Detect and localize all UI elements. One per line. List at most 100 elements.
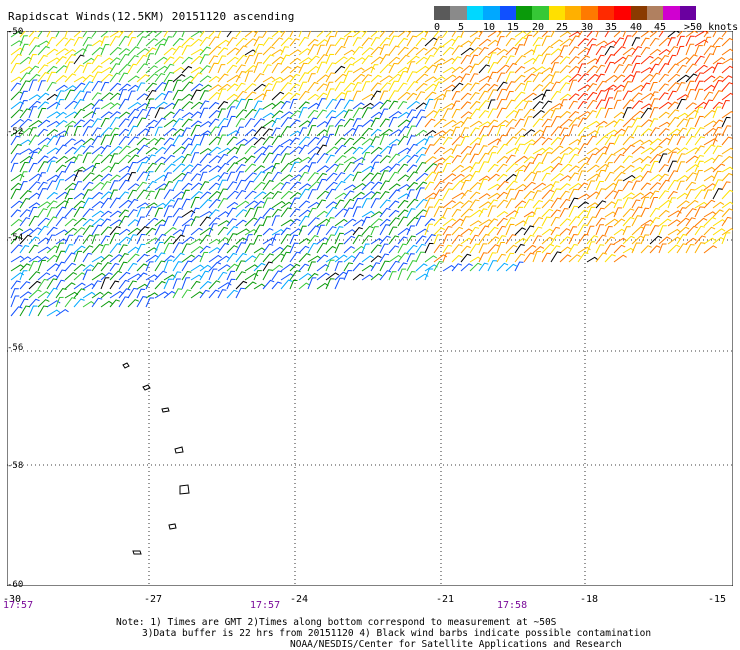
wind-barb bbox=[451, 100, 461, 110]
wind-barb bbox=[622, 107, 632, 119]
wind-barb bbox=[361, 235, 373, 245]
wind-barb bbox=[262, 89, 271, 101]
wind-barb bbox=[145, 227, 157, 236]
wind-barb bbox=[289, 49, 302, 56]
wind-barb bbox=[532, 109, 545, 119]
wind-barb bbox=[145, 31, 157, 38]
wind-barb bbox=[28, 100, 41, 110]
wind-barb bbox=[478, 125, 489, 137]
wind-barb bbox=[649, 145, 663, 155]
wind-barb bbox=[478, 83, 491, 92]
wind-barb bbox=[118, 154, 131, 164]
wind-barb bbox=[298, 215, 310, 227]
wind-barb bbox=[343, 262, 353, 272]
wind-barb bbox=[532, 72, 544, 83]
wind-barb bbox=[217, 226, 228, 236]
wind-barb bbox=[145, 38, 158, 47]
wind-barb bbox=[64, 207, 77, 218]
wind-barb bbox=[469, 31, 483, 38]
wind-barb bbox=[505, 198, 516, 209]
wind-barb bbox=[82, 44, 92, 56]
wind-barb bbox=[64, 61, 74, 74]
wind-barb bbox=[478, 233, 490, 245]
wind-barb bbox=[163, 205, 173, 218]
wind-barb bbox=[640, 224, 650, 236]
wind-barb bbox=[460, 153, 472, 164]
wind-barb bbox=[145, 98, 155, 110]
wind-barb bbox=[604, 97, 614, 110]
wind-barb bbox=[55, 31, 60, 38]
wind-barb bbox=[145, 82, 157, 92]
wind-barb bbox=[379, 165, 392, 173]
wind-barb bbox=[244, 163, 256, 173]
wind-barb bbox=[172, 99, 183, 110]
wind-barb bbox=[19, 217, 31, 227]
wind-barb bbox=[109, 180, 119, 191]
wind-barb bbox=[190, 124, 201, 137]
wind-barb bbox=[595, 54, 605, 65]
wind-barb bbox=[370, 181, 383, 191]
wind-barb bbox=[289, 31, 294, 38]
wind-barb bbox=[253, 137, 266, 146]
wind-barb bbox=[28, 206, 38, 218]
wind-barb bbox=[226, 181, 238, 191]
wind-barb bbox=[46, 111, 61, 119]
wind-barb bbox=[631, 139, 644, 146]
wind-barb bbox=[397, 70, 408, 83]
wind-barb bbox=[73, 200, 86, 209]
wind-barb bbox=[181, 65, 193, 74]
wind-barb bbox=[316, 92, 328, 101]
wind-barb bbox=[631, 117, 642, 128]
wind-barb bbox=[514, 91, 526, 101]
wind-barb bbox=[442, 74, 457, 83]
wind-barb bbox=[307, 44, 318, 56]
wind-barb bbox=[676, 82, 686, 92]
wind-barb bbox=[496, 72, 506, 83]
wind-barb bbox=[388, 171, 399, 182]
wind-barb bbox=[82, 36, 93, 47]
wind-barb bbox=[559, 218, 571, 227]
wind-barb bbox=[28, 271, 41, 281]
wind-barb bbox=[496, 36, 505, 47]
wind-barb bbox=[208, 289, 220, 299]
wind-barb bbox=[577, 209, 589, 218]
wind-barb bbox=[199, 147, 212, 155]
wind-barb bbox=[64, 198, 73, 209]
wind-barb bbox=[703, 45, 715, 56]
wind-barb bbox=[487, 260, 498, 272]
wind-barb bbox=[478, 145, 488, 155]
wind-barb bbox=[109, 102, 121, 110]
wind-barb bbox=[37, 45, 50, 56]
wind-barb bbox=[586, 241, 596, 254]
wind-barb bbox=[586, 235, 599, 245]
wind-barb bbox=[604, 225, 613, 236]
wind-barb bbox=[496, 98, 506, 110]
wind-barb bbox=[208, 247, 221, 254]
wind-barb bbox=[190, 66, 204, 74]
wind-barb bbox=[559, 175, 572, 182]
wind-barb bbox=[55, 296, 64, 308]
wind-barb bbox=[226, 207, 237, 218]
wind-barb bbox=[658, 92, 669, 101]
wind-barb bbox=[532, 44, 541, 56]
wind-barb bbox=[613, 56, 627, 65]
wind-barb bbox=[640, 37, 650, 47]
wind-barb bbox=[37, 208, 48, 218]
wind-barb bbox=[496, 262, 509, 272]
wind-barb bbox=[325, 88, 335, 101]
wind-barb bbox=[514, 36, 527, 47]
wind-barb bbox=[514, 261, 524, 272]
wind-barb bbox=[532, 217, 544, 227]
wind-barb bbox=[217, 220, 231, 227]
wind-barb bbox=[190, 83, 204, 92]
wind-barb bbox=[37, 299, 50, 308]
wind-barb bbox=[541, 228, 554, 236]
wind-barb bbox=[406, 154, 419, 164]
wind-barb bbox=[325, 217, 335, 227]
wind-barb bbox=[298, 57, 312, 65]
wind-barb bbox=[721, 155, 733, 164]
wind-barb bbox=[82, 31, 88, 38]
wind-barb bbox=[181, 289, 192, 299]
wind-barb bbox=[307, 93, 319, 101]
wind-barb bbox=[181, 171, 192, 182]
